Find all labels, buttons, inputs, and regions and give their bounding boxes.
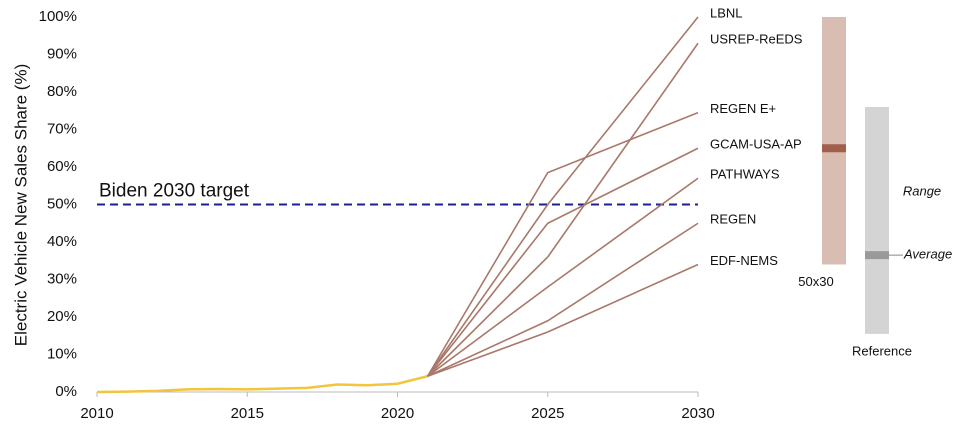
y-tick-label: 0% — [55, 383, 77, 400]
x-tick-label: 2030 — [681, 405, 714, 422]
x-tick-label: 2010 — [80, 405, 113, 422]
series-line — [426, 111, 699, 377]
series-line — [426, 16, 699, 377]
y-tick-label: 70% — [47, 120, 77, 137]
x-tick-label: 2020 — [381, 405, 414, 422]
range-name: 50x30 — [798, 274, 833, 289]
range-name: Reference — [852, 343, 912, 358]
y-axis-label: Electric Vehicle New Sales Share (%) — [11, 64, 30, 347]
series-label: EDF-NEMS — [710, 253, 778, 268]
y-tick-label: 90% — [47, 45, 77, 62]
series-label: REGEN E+ — [710, 101, 776, 116]
y-tick-label: 80% — [47, 83, 77, 100]
series-line — [426, 147, 699, 377]
series-label: PATHWAYS — [710, 167, 780, 182]
series-line — [427, 222, 699, 377]
series-line — [426, 42, 699, 377]
range-bar — [865, 107, 889, 334]
range-bar — [822, 17, 846, 265]
y-tick-label: 40% — [47, 233, 77, 250]
y-tick-label: 30% — [47, 270, 77, 287]
average-mark — [865, 251, 889, 260]
series-label: LBNL — [710, 5, 743, 20]
y-tick-label: 100% — [39, 8, 77, 25]
average-mark — [822, 144, 846, 153]
series-line — [96, 375, 428, 394]
target-label: Biden 2030 target — [99, 181, 250, 202]
x-tick-label: 2025 — [531, 405, 564, 422]
y-tick-label: 60% — [47, 158, 77, 175]
series-line — [427, 263, 699, 378]
series-line — [427, 177, 699, 377]
y-tick-label: 10% — [47, 345, 77, 362]
series-label: REGEN — [710, 212, 756, 227]
series-label: GCAM-USA-AP — [710, 137, 802, 152]
y-tick-label: 20% — [47, 308, 77, 325]
x-tick-label: 2015 — [231, 405, 264, 422]
range-annotation: Range — [903, 183, 941, 198]
average-annotation: Average — [903, 247, 952, 262]
y-tick-label: 50% — [47, 195, 77, 212]
series-label: USREP-ReEDS — [710, 32, 803, 47]
